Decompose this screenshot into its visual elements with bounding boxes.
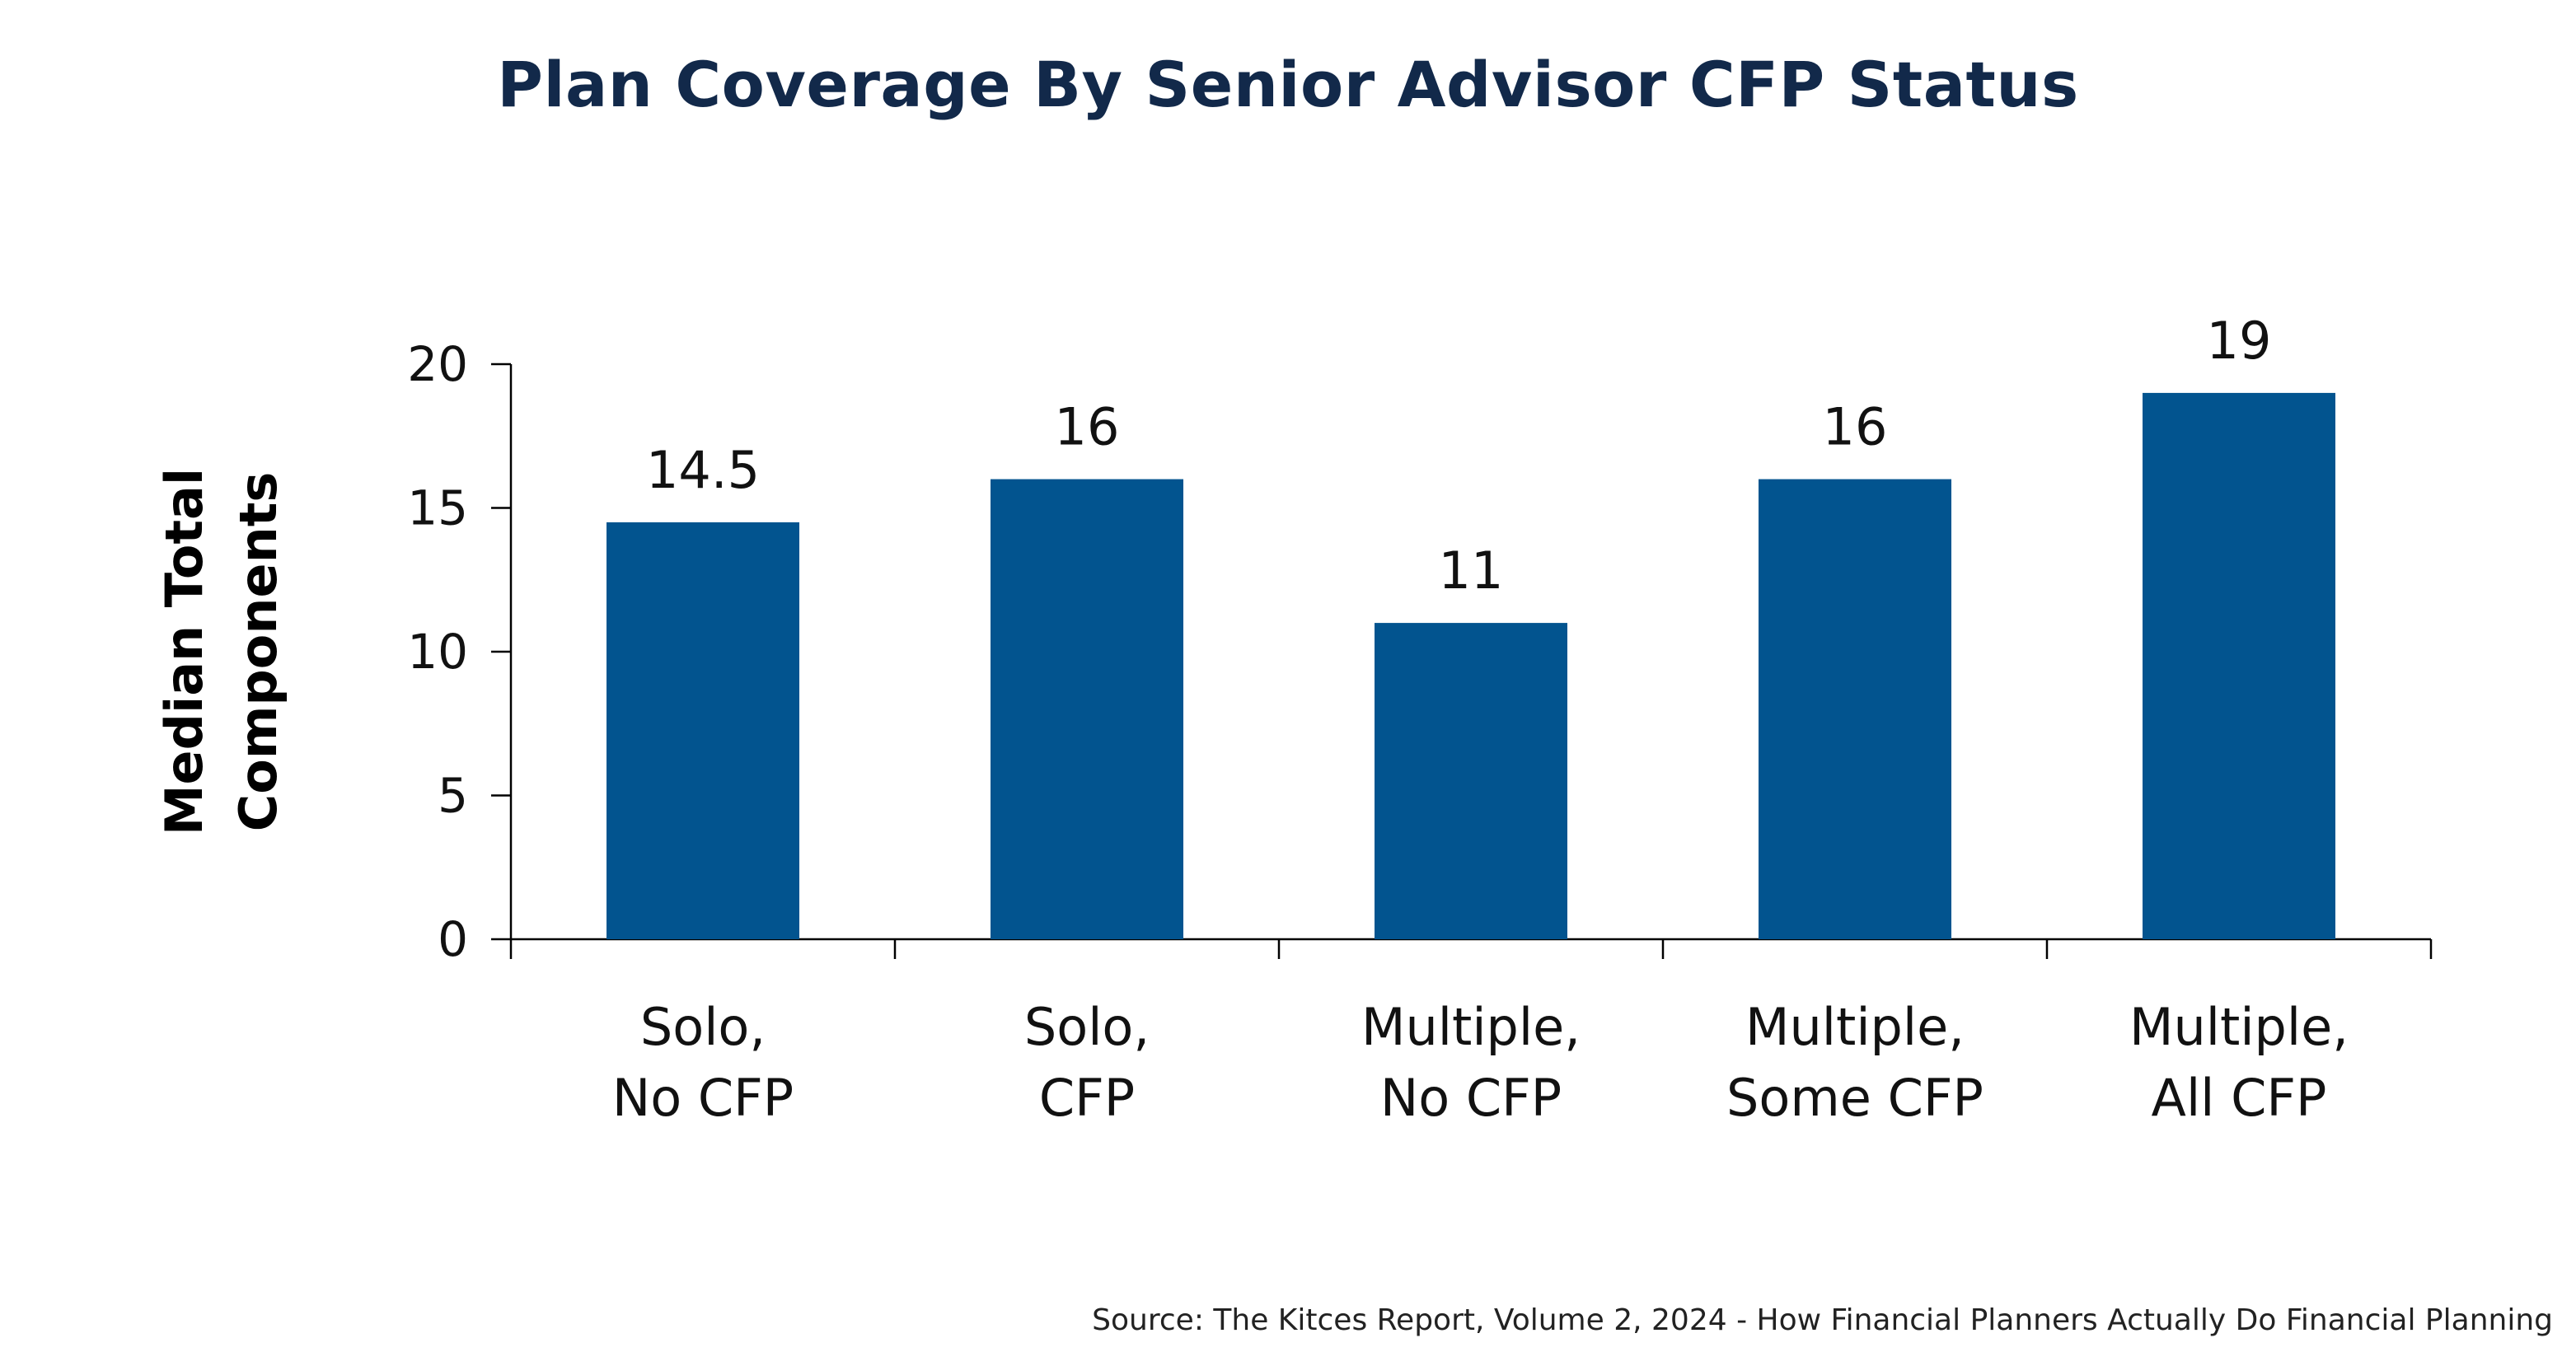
bar bbox=[1375, 623, 1567, 939]
data-label: 19 bbox=[2207, 311, 2272, 371]
y-tick-label: 0 bbox=[438, 911, 468, 967]
bar bbox=[607, 522, 799, 939]
y-tick-label: 15 bbox=[407, 480, 468, 536]
category-label: CFP bbox=[1039, 1068, 1135, 1128]
source-note: Source: The Kitces Report, Volume 2, 202… bbox=[1092, 1303, 2553, 1337]
y-tick-label: 10 bbox=[407, 624, 468, 680]
data-label: 16 bbox=[1823, 397, 1888, 457]
category-label: Some CFP bbox=[1726, 1068, 1984, 1128]
category-label: Multiple, bbox=[1745, 997, 1965, 1057]
data-label: 16 bbox=[1055, 397, 1120, 457]
y-axis-label: Components bbox=[228, 472, 288, 832]
bar bbox=[1759, 479, 1951, 939]
category-label: Solo, bbox=[640, 997, 766, 1057]
category-label: All CFP bbox=[2152, 1068, 2327, 1128]
bar bbox=[991, 479, 1183, 939]
data-label: 11 bbox=[1439, 540, 1504, 601]
category-label: No CFP bbox=[612, 1068, 794, 1128]
chart-title: Plan Coverage By Senior Advisor CFP Stat… bbox=[497, 48, 2079, 121]
y-tick-label: 5 bbox=[438, 768, 468, 824]
bar bbox=[2143, 392, 2335, 939]
y-axis-label: Median Total bbox=[154, 468, 214, 835]
category-label: No CFP bbox=[1380, 1068, 1562, 1128]
data-label: 14.5 bbox=[646, 440, 760, 500]
category-label: Multiple, bbox=[1361, 997, 1581, 1057]
category-label: Multiple, bbox=[2129, 997, 2349, 1057]
category-label: Solo, bbox=[1024, 997, 1150, 1057]
y-tick-label: 20 bbox=[407, 336, 468, 392]
